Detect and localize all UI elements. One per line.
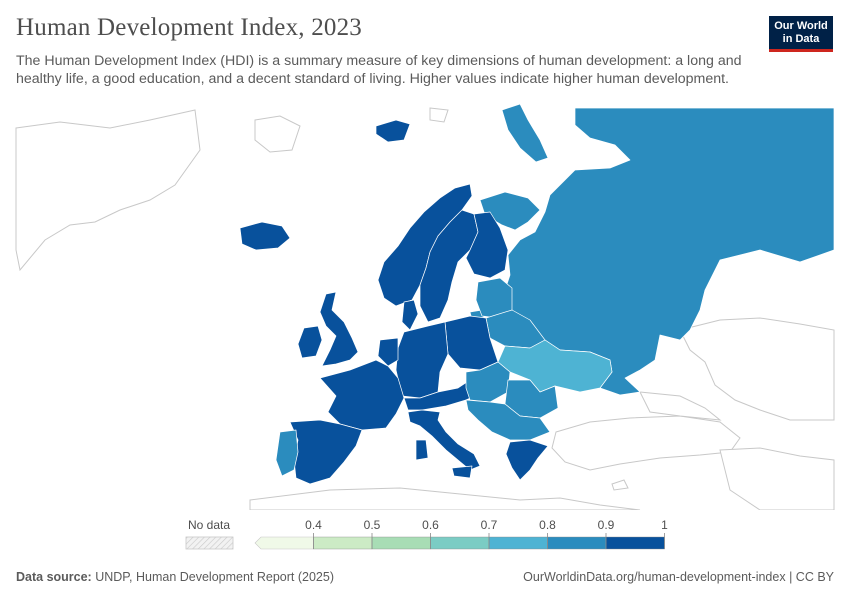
footer-url-link[interactable]: OurWorldinData.org/human-development-ind… [523,570,786,584]
legend-tick-label: 0.5 [364,518,381,532]
countries [239,103,835,485]
region-greece [505,439,549,481]
legend-tick-label: 0.6 [422,518,439,532]
region-iceland [239,221,291,251]
legend-tick-label: 0.7 [481,518,498,532]
legend-tick-label: 0.8 [539,518,556,532]
region-benelux [377,337,399,367]
region-balkans [465,399,551,441]
legend-bin [547,536,607,550]
svalbard-outline [254,115,301,153]
caucasus-outline [639,391,722,421]
chart-title: Human Development Index, 2023 [16,14,362,41]
outline-land [15,107,835,510]
legend-bin [430,536,490,550]
footer-link: OurWorldinData.org/human-development-ind… [523,570,834,584]
map-legend: No data 0.4 0.5 0.6 0.7 0.8 0.9 1 [185,518,668,550]
region-denmark [401,299,419,331]
region-sicily [451,465,473,479]
kazakhstan-outline [679,317,835,421]
cyprus-outline [611,479,629,491]
footer-separator: | [789,570,793,584]
legend-bin [254,536,314,550]
legend-no-data-label: No data [188,518,230,532]
footer-source-text: UNDP, Human Development Report (2025) [95,570,334,584]
legend-bin [371,536,431,550]
region-united-kingdom [319,291,359,367]
europe-map[interactable] [0,100,850,510]
legend-tick-label: 0.4 [305,518,322,532]
chart-subtitle: The Human Development Index (HDI) is a s… [16,53,742,87]
region-ukraine [497,339,613,393]
footer-source: Data source: UNDP, Human Development Rep… [16,570,334,584]
legend-tick-label: 1 [661,518,668,532]
turkey-outline [551,415,741,471]
legend-bin [605,536,665,550]
middle-east-outline [719,447,835,510]
region-russia-novaya-zemlya [501,103,549,163]
logo-line-1: Our World [774,20,828,32]
legend-bin [313,536,373,550]
north-africa-outline [249,487,641,510]
region-spain [289,419,363,485]
region-svalbard [375,119,411,143]
region-ireland [297,325,323,359]
region-portugal [275,429,299,477]
owid-logo[interactable]: Our World in Data [769,16,833,52]
greenland-outline [15,109,201,272]
arctic-island-outline [429,107,449,123]
legend-no-data-swatch [185,536,234,550]
footer-source-label: Data source: [16,570,92,584]
footer-license-link[interactable]: CC BY [795,570,834,584]
region-finland [465,211,509,279]
legend-bin [488,536,548,550]
region-france [319,359,405,431]
logo-line-2: in Data [782,32,820,45]
region-italy [407,409,481,471]
legend-tick-label: 0.9 [598,518,615,532]
region-germany [395,321,449,399]
region-sardinia [415,439,429,461]
